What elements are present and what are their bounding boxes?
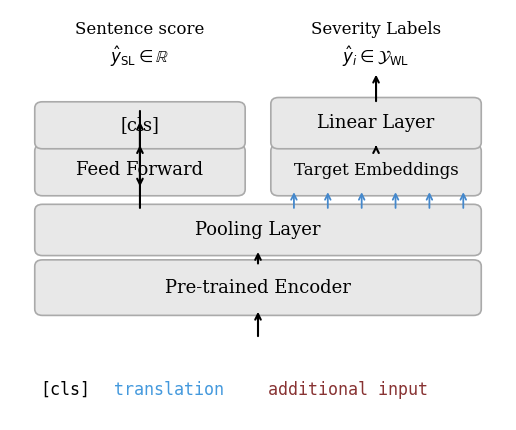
- Text: Pre-trained Encoder: Pre-trained Encoder: [165, 279, 351, 297]
- Text: [cls]: [cls]: [40, 381, 90, 399]
- Text: Severity Labels: Severity Labels: [311, 21, 441, 38]
- Text: Sentence score: Sentence score: [75, 21, 205, 38]
- FancyBboxPatch shape: [35, 144, 245, 196]
- Text: Pooling Layer: Pooling Layer: [195, 221, 321, 239]
- FancyBboxPatch shape: [271, 144, 481, 196]
- FancyBboxPatch shape: [35, 102, 245, 149]
- FancyBboxPatch shape: [35, 204, 481, 255]
- Text: Linear Layer: Linear Layer: [317, 114, 434, 132]
- Text: Feed Forward: Feed Forward: [76, 161, 203, 179]
- FancyBboxPatch shape: [35, 260, 481, 315]
- Text: Target Embeddings: Target Embeddings: [294, 162, 458, 178]
- FancyBboxPatch shape: [271, 98, 481, 149]
- Text: translation: translation: [104, 381, 224, 399]
- Text: $\hat{y}_{\mathrm{SL}} \in \mathbb{R}$: $\hat{y}_{\mathrm{SL}} \in \mathbb{R}$: [110, 45, 170, 69]
- Text: $\hat{y}_i \in \mathcal{Y}_{\mathrm{WL}}$: $\hat{y}_i \in \mathcal{Y}_{\mathrm{WL}}…: [343, 45, 410, 69]
- Text: additional input: additional input: [258, 381, 428, 399]
- Text: [cls]: [cls]: [121, 116, 159, 134]
